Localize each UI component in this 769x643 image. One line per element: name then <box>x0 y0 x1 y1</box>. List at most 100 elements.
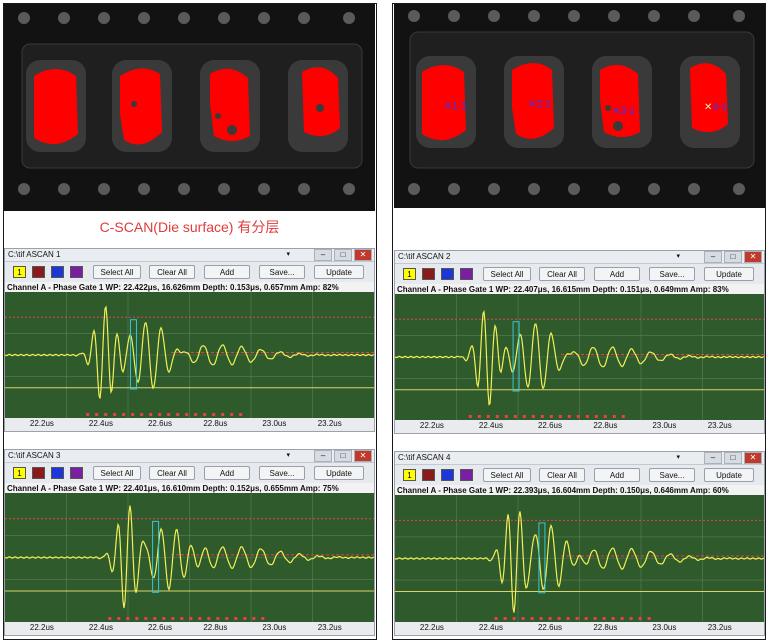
save-button[interactable]: Save... <box>259 265 305 279</box>
gate-marker <box>153 617 157 620</box>
waveform-trace <box>5 305 374 399</box>
ascan-title: C:\tif ASCAN 3 <box>8 451 61 460</box>
ascan-plot <box>5 292 374 418</box>
close-icon[interactable]: ✕ <box>744 251 762 263</box>
marker-2-1[interactable]: ✕2-1 <box>528 99 551 110</box>
ascan-window-2[interactable]: C:\tif ASCAN 2 ▾ – □ ✕ 1 Select All Clear All Ad… <box>394 250 765 434</box>
update-button[interactable]: Update <box>704 267 754 281</box>
gate-marker <box>531 415 535 418</box>
gate-marker <box>567 415 571 418</box>
add-button[interactable]: Add <box>204 265 250 279</box>
color-swatch-2[interactable] <box>32 266 45 278</box>
color-swatch-1[interactable]: 1 <box>403 268 416 280</box>
ascan-window-1[interactable]: C:\tif ASCAN 1 ▾ – □ ✕ 1 Select All Clear All Ad… <box>4 248 375 432</box>
color-swatch-3[interactable] <box>441 469 454 481</box>
gate-marker <box>468 415 472 418</box>
ascan-titlebar[interactable]: C:\tif ASCAN 4 ▾ – □ ✕ <box>395 452 764 465</box>
gate-marker <box>185 413 189 416</box>
minimize-icon[interactable]: – <box>314 249 332 261</box>
save-button[interactable]: Save... <box>649 468 695 482</box>
ascan-xaxis: 22.2us 22.4us 22.6us 22.8us 23.0us 23.2us <box>395 622 764 635</box>
ascan-dropdown-icon[interactable]: ▾ <box>676 454 680 461</box>
color-swatch-4[interactable] <box>70 467 83 479</box>
gate-marker <box>575 617 579 620</box>
ascan-dropdown-icon[interactable]: ▾ <box>286 452 290 459</box>
ascan-plot-svg <box>5 493 374 622</box>
gate-marker <box>521 617 525 620</box>
color-swatch-4[interactable] <box>70 266 83 278</box>
ascan-titlebar[interactable]: C:\tif ASCAN 2 ▾ – □ ✕ <box>395 251 764 264</box>
clear-all-button[interactable]: Clear All <box>149 466 195 480</box>
minimize-icon[interactable]: – <box>704 452 722 464</box>
ascan-window-3[interactable]: C:\tif ASCAN 3 ▾ – □ ✕ 1 Select All Clear All Ad… <box>4 449 375 636</box>
minimize-icon[interactable]: – <box>314 450 332 462</box>
gate-marker <box>477 415 481 418</box>
color-swatch-1[interactable]: 1 <box>13 467 26 479</box>
add-button[interactable]: Add <box>594 468 640 482</box>
update-button[interactable]: Update <box>704 468 754 482</box>
add-button[interactable]: Add <box>594 267 640 281</box>
color-swatch-4[interactable] <box>460 268 473 280</box>
save-button[interactable]: Save... <box>259 466 305 480</box>
ascan-titlebar[interactable]: C:\tif ASCAN 3 ▾ – □ ✕ <box>5 450 374 463</box>
save-button[interactable]: Save... <box>649 267 695 281</box>
select-all-button[interactable]: Select All <box>483 267 531 281</box>
x-tick-label: 22.2us <box>29 419 54 428</box>
color-swatch-2[interactable] <box>422 268 435 280</box>
waveform-trace <box>395 511 764 613</box>
ascan-dropdown-icon[interactable]: ▾ <box>286 251 290 258</box>
color-swatch-1[interactable]: 1 <box>13 266 26 278</box>
color-swatch-3[interactable] <box>51 467 64 479</box>
x-tick-label: 22.2us <box>29 623 54 632</box>
color-swatch-3[interactable] <box>441 268 454 280</box>
gate-marker <box>86 413 90 416</box>
clear-all-button[interactable]: Clear All <box>539 267 585 281</box>
ascan-toolbar: 1 Select All Clear All Add Save... Update <box>5 262 374 282</box>
maximize-icon[interactable]: □ <box>334 249 352 261</box>
gate-marker <box>207 617 211 620</box>
cscan-image-left <box>4 4 375 211</box>
x-tick-label: 23.0us <box>262 419 287 428</box>
select-all-button[interactable]: Select All <box>93 265 141 279</box>
x-tick-label: 22.4us <box>478 421 503 430</box>
ascan-plot <box>395 495 764 622</box>
maximize-icon[interactable]: □ <box>724 452 742 464</box>
gate-marker <box>494 617 498 620</box>
marker-4-1[interactable]: ✕4-1 <box>704 102 727 113</box>
maximize-icon[interactable]: □ <box>334 450 352 462</box>
x-tick-label: 22.6us <box>537 623 562 632</box>
select-all-button[interactable]: Select All <box>93 466 141 480</box>
update-button[interactable]: Update <box>314 466 364 480</box>
marker-3-1[interactable]: ✕3-1 <box>612 106 635 117</box>
clear-all-button[interactable]: Clear All <box>149 265 195 279</box>
maximize-icon[interactable]: □ <box>724 251 742 263</box>
close-icon[interactable]: ✕ <box>354 450 372 462</box>
ascan-dropdown-icon[interactable]: ▾ <box>676 253 680 260</box>
select-all-button[interactable]: Select All <box>483 468 531 482</box>
close-icon[interactable]: ✕ <box>744 452 762 464</box>
color-swatch-1[interactable]: 1 <box>403 469 416 481</box>
ascan-plot-svg <box>5 292 374 418</box>
gate-marker <box>594 415 598 418</box>
ascan-window-4[interactable]: C:\tif ASCAN 4 ▾ – □ ✕ 1 Select All Clear All Ad… <box>394 451 765 636</box>
gate-marker <box>558 415 562 418</box>
ascan-titlebar[interactable]: C:\tif ASCAN 1 ▾ – □ ✕ <box>5 249 374 262</box>
ascan-xaxis: 22.2us 22.4us 22.6us 22.8us 23.0us 23.2us <box>395 420 764 433</box>
color-swatch-3[interactable] <box>51 266 64 278</box>
color-swatch-2[interactable] <box>32 467 45 479</box>
close-icon[interactable]: ✕ <box>354 249 372 261</box>
update-button[interactable]: Update <box>314 265 364 279</box>
gate-marker <box>171 617 175 620</box>
gate-marker <box>234 617 238 620</box>
marker-1-1[interactable]: ✕1-1 <box>444 101 467 112</box>
minimize-icon[interactable]: – <box>704 251 722 263</box>
clear-all-button[interactable]: Clear All <box>539 468 585 482</box>
ascan-plot-svg <box>395 495 764 622</box>
gate-marker <box>638 617 642 620</box>
gate-marker <box>198 617 202 620</box>
color-swatch-2[interactable] <box>422 469 435 481</box>
ascan-xaxis: 22.2us 22.4us 22.6us 22.8us 23.0us 23.2us <box>5 418 374 431</box>
add-button[interactable]: Add <box>204 466 250 480</box>
color-swatch-4[interactable] <box>460 469 473 481</box>
gate-marker <box>522 415 526 418</box>
